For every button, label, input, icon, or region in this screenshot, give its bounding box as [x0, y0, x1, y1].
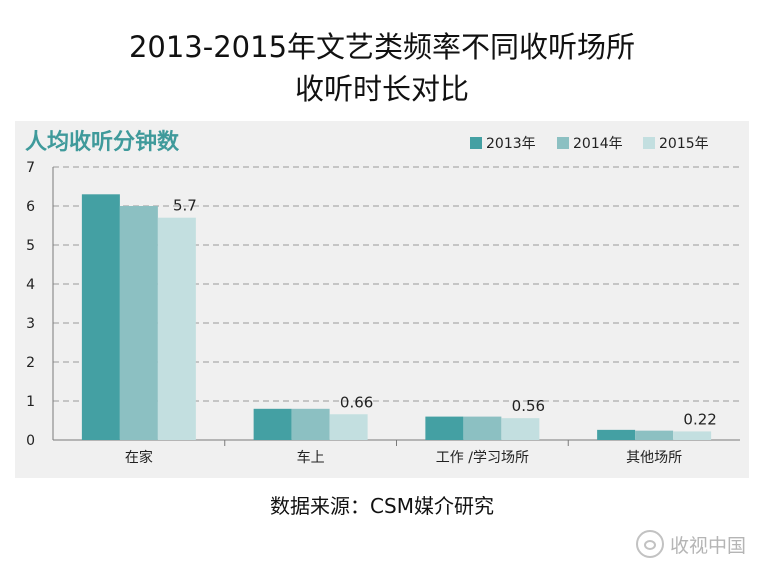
bar-3-4	[673, 431, 712, 440]
legend-label: 2013年	[486, 136, 536, 152]
bar-1-1	[81, 194, 120, 440]
bar-3-1	[157, 217, 196, 440]
x-tick-label: 在家	[125, 449, 153, 466]
bar-2-4	[635, 430, 674, 440]
bar-2-3	[463, 416, 502, 440]
legend-swatch	[470, 137, 482, 149]
y-tick-label: 2	[26, 355, 35, 371]
legend-swatch	[643, 137, 655, 149]
data-label: 0.22	[683, 410, 716, 428]
wechat-icon	[635, 530, 664, 558]
data-label: 0.66	[340, 393, 373, 411]
watermark: 收视中国	[635, 530, 746, 558]
x-tick-label: 车上	[297, 449, 325, 466]
data-label: 5.7	[173, 197, 197, 215]
data-label: 0.56	[512, 397, 545, 415]
page-title: 2013-2015年文艺类频率不同收听场所	[128, 30, 636, 64]
legend-swatch	[557, 137, 569, 149]
bar-3-3	[501, 418, 540, 440]
bar-2-1	[119, 206, 158, 440]
bar-1-3	[425, 416, 464, 440]
bar-3-2	[329, 414, 368, 440]
chart-panel: 人均收听分钟数 0 1 2 3 4 5 6 7 5.7 在家 0.66 车上 0.56 工作 /学习场所 0.…	[15, 121, 749, 478]
y-tick-label: 7	[26, 160, 35, 176]
chart-title: 人均收听分钟数	[25, 129, 180, 155]
y-tick-label: 5	[26, 238, 35, 254]
y-tick-label: 4	[26, 277, 35, 293]
bar-2-2	[291, 408, 330, 440]
y-tick-label: 0	[26, 433, 35, 449]
y-tick-label: 3	[26, 316, 35, 332]
x-tick-label: 其他场所	[626, 450, 682, 466]
legend-label: 2015年	[659, 136, 709, 152]
y-tick-label: 1	[26, 394, 35, 410]
data-source: 数据来源：CSM媒介研究	[270, 494, 494, 518]
bar-1-2	[253, 408, 292, 440]
bar-chart: 人均收听分钟数 0 1 2 3 4 5 6 7 5.7 在家 0.66 车上 0.56 工作 /学习场所 0.…	[25, 129, 740, 466]
bar-1-4	[597, 429, 636, 440]
watermark-text: 收视中国	[669, 534, 746, 557]
page-subtitle: 收听时长对比	[294, 72, 469, 106]
x-tick-label: 工作 /学习场所	[436, 450, 529, 466]
legend-label: 2014年	[573, 136, 623, 152]
y-tick-label: 6	[26, 199, 35, 215]
